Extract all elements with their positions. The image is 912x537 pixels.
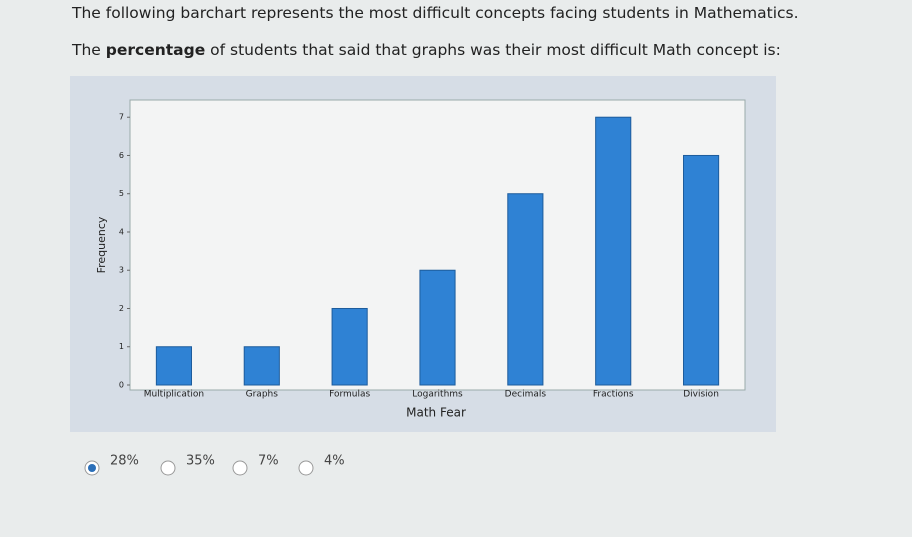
question-line: The following barchart represents the mo… [72, 4, 799, 22]
text: of students that said that graphs was th… [205, 41, 781, 59]
bar [243, 346, 280, 386]
bar [331, 307, 368, 386]
x-tick-label: Graphs [246, 390, 279, 400]
radio-selected-dot [88, 464, 96, 472]
y-tick-label: 5 [119, 189, 124, 198]
text: The [72, 41, 106, 59]
y-tick-label: 2 [119, 304, 124, 313]
bar [507, 193, 544, 386]
x-tick-label: Formulas [329, 390, 370, 400]
x-tick-label: Logarithms [412, 390, 463, 400]
x-tick-label: Multiplication [144, 390, 204, 400]
x-tick-label: Fractions [593, 390, 634, 400]
question-line: The percentage of students that said tha… [72, 41, 781, 59]
bar [155, 346, 193, 386]
y-tick-label: 7 [119, 113, 124, 122]
radio-button[interactable] [232, 460, 248, 476]
y-tick-label: 3 [119, 266, 124, 275]
x-axis-title: Math Fear [406, 406, 466, 420]
bar [419, 269, 456, 386]
radio-button[interactable] [160, 460, 176, 476]
y-tick-label: 0 [119, 381, 124, 390]
x-tick-label: Division [683, 390, 719, 400]
option-label[interactable]: 7% [258, 454, 279, 469]
y-axis-title: Frequency [95, 216, 108, 273]
y-tick-label: 4 [119, 227, 124, 236]
bar [683, 154, 720, 386]
bold-text: percentage [105, 41, 206, 59]
y-tick-label: 6 [119, 151, 124, 160]
radio-button[interactable] [298, 460, 314, 476]
y-tick-label: 1 [119, 342, 124, 351]
x-tick-label: Decimals [505, 390, 547, 400]
option-label[interactable]: 35% [186, 454, 215, 469]
option-label[interactable]: 28% [110, 454, 139, 469]
bar [595, 116, 632, 386]
option-label[interactable]: 4% [324, 454, 345, 469]
